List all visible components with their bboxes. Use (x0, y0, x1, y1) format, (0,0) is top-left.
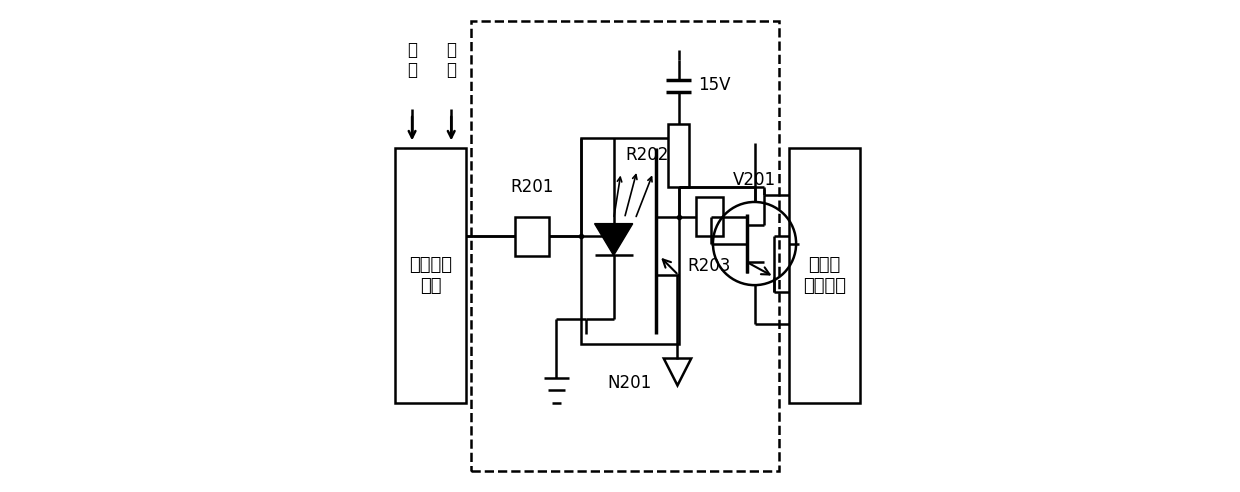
Text: V201: V201 (733, 171, 776, 189)
Text: R203: R203 (688, 256, 730, 275)
Polygon shape (594, 224, 632, 255)
Bar (471, 21, 779, 471)
Text: 微处理器
芯片: 微处理器 芯片 (409, 256, 451, 295)
Bar (515, 216, 549, 256)
Text: 准谐振
控制芯片: 准谐振 控制芯片 (802, 256, 846, 295)
Bar (396, 148, 466, 402)
Bar (696, 197, 723, 236)
Text: 采
样: 采 样 (407, 40, 417, 79)
Bar (580, 138, 678, 344)
Bar (789, 148, 859, 402)
Bar (668, 123, 689, 187)
Text: N201: N201 (608, 374, 652, 392)
Text: R202: R202 (625, 147, 668, 164)
Polygon shape (663, 359, 691, 385)
Text: 采
样: 采 样 (446, 40, 456, 79)
Text: 15V: 15V (698, 76, 730, 93)
Text: R201: R201 (510, 178, 553, 196)
